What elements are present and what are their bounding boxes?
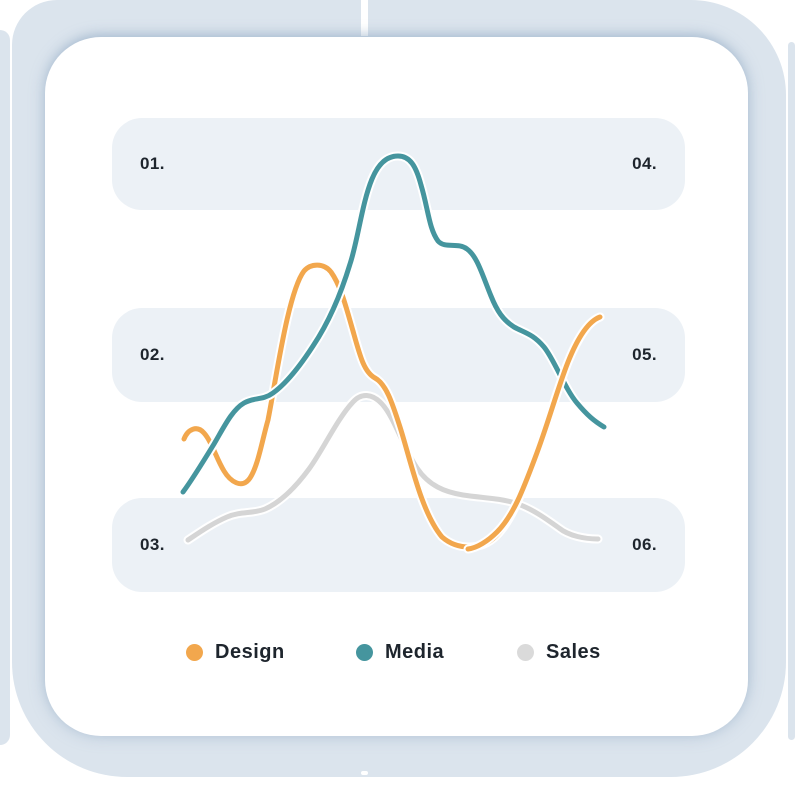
row-label-05: 05. (632, 345, 657, 364)
background-notch-bottom (361, 771, 368, 775)
legend-item-sales: Sales (517, 640, 601, 664)
row-label-04: 04. (632, 154, 657, 173)
media-legend-label: Media (385, 641, 445, 663)
legend-item-media: Media (356, 640, 444, 664)
background-sliver-right (788, 42, 795, 740)
row-band-3: 03. 06. (112, 498, 685, 592)
legend-item-design: Design (186, 640, 285, 664)
background-sliver-left (0, 30, 10, 745)
row-label-06: 06. (632, 535, 657, 554)
row-label-03: 03. (140, 535, 165, 554)
row-band-2: 02. 05. (112, 308, 685, 402)
design-legend-dot (186, 643, 203, 661)
row-label-01: 01. (140, 154, 165, 173)
background-notch-top (361, 0, 368, 36)
row-band-1: 01. 04. (112, 118, 685, 210)
design-legend-label: Design (215, 641, 285, 663)
sales-legend-dot (517, 643, 534, 661)
sales-legend-label: Sales (546, 641, 601, 663)
chart-card: 01. 04. 02. 05. 03. 06. Design Media Sal… (45, 37, 748, 736)
row-label-02: 02. (140, 345, 165, 364)
media-legend-dot (356, 643, 373, 661)
